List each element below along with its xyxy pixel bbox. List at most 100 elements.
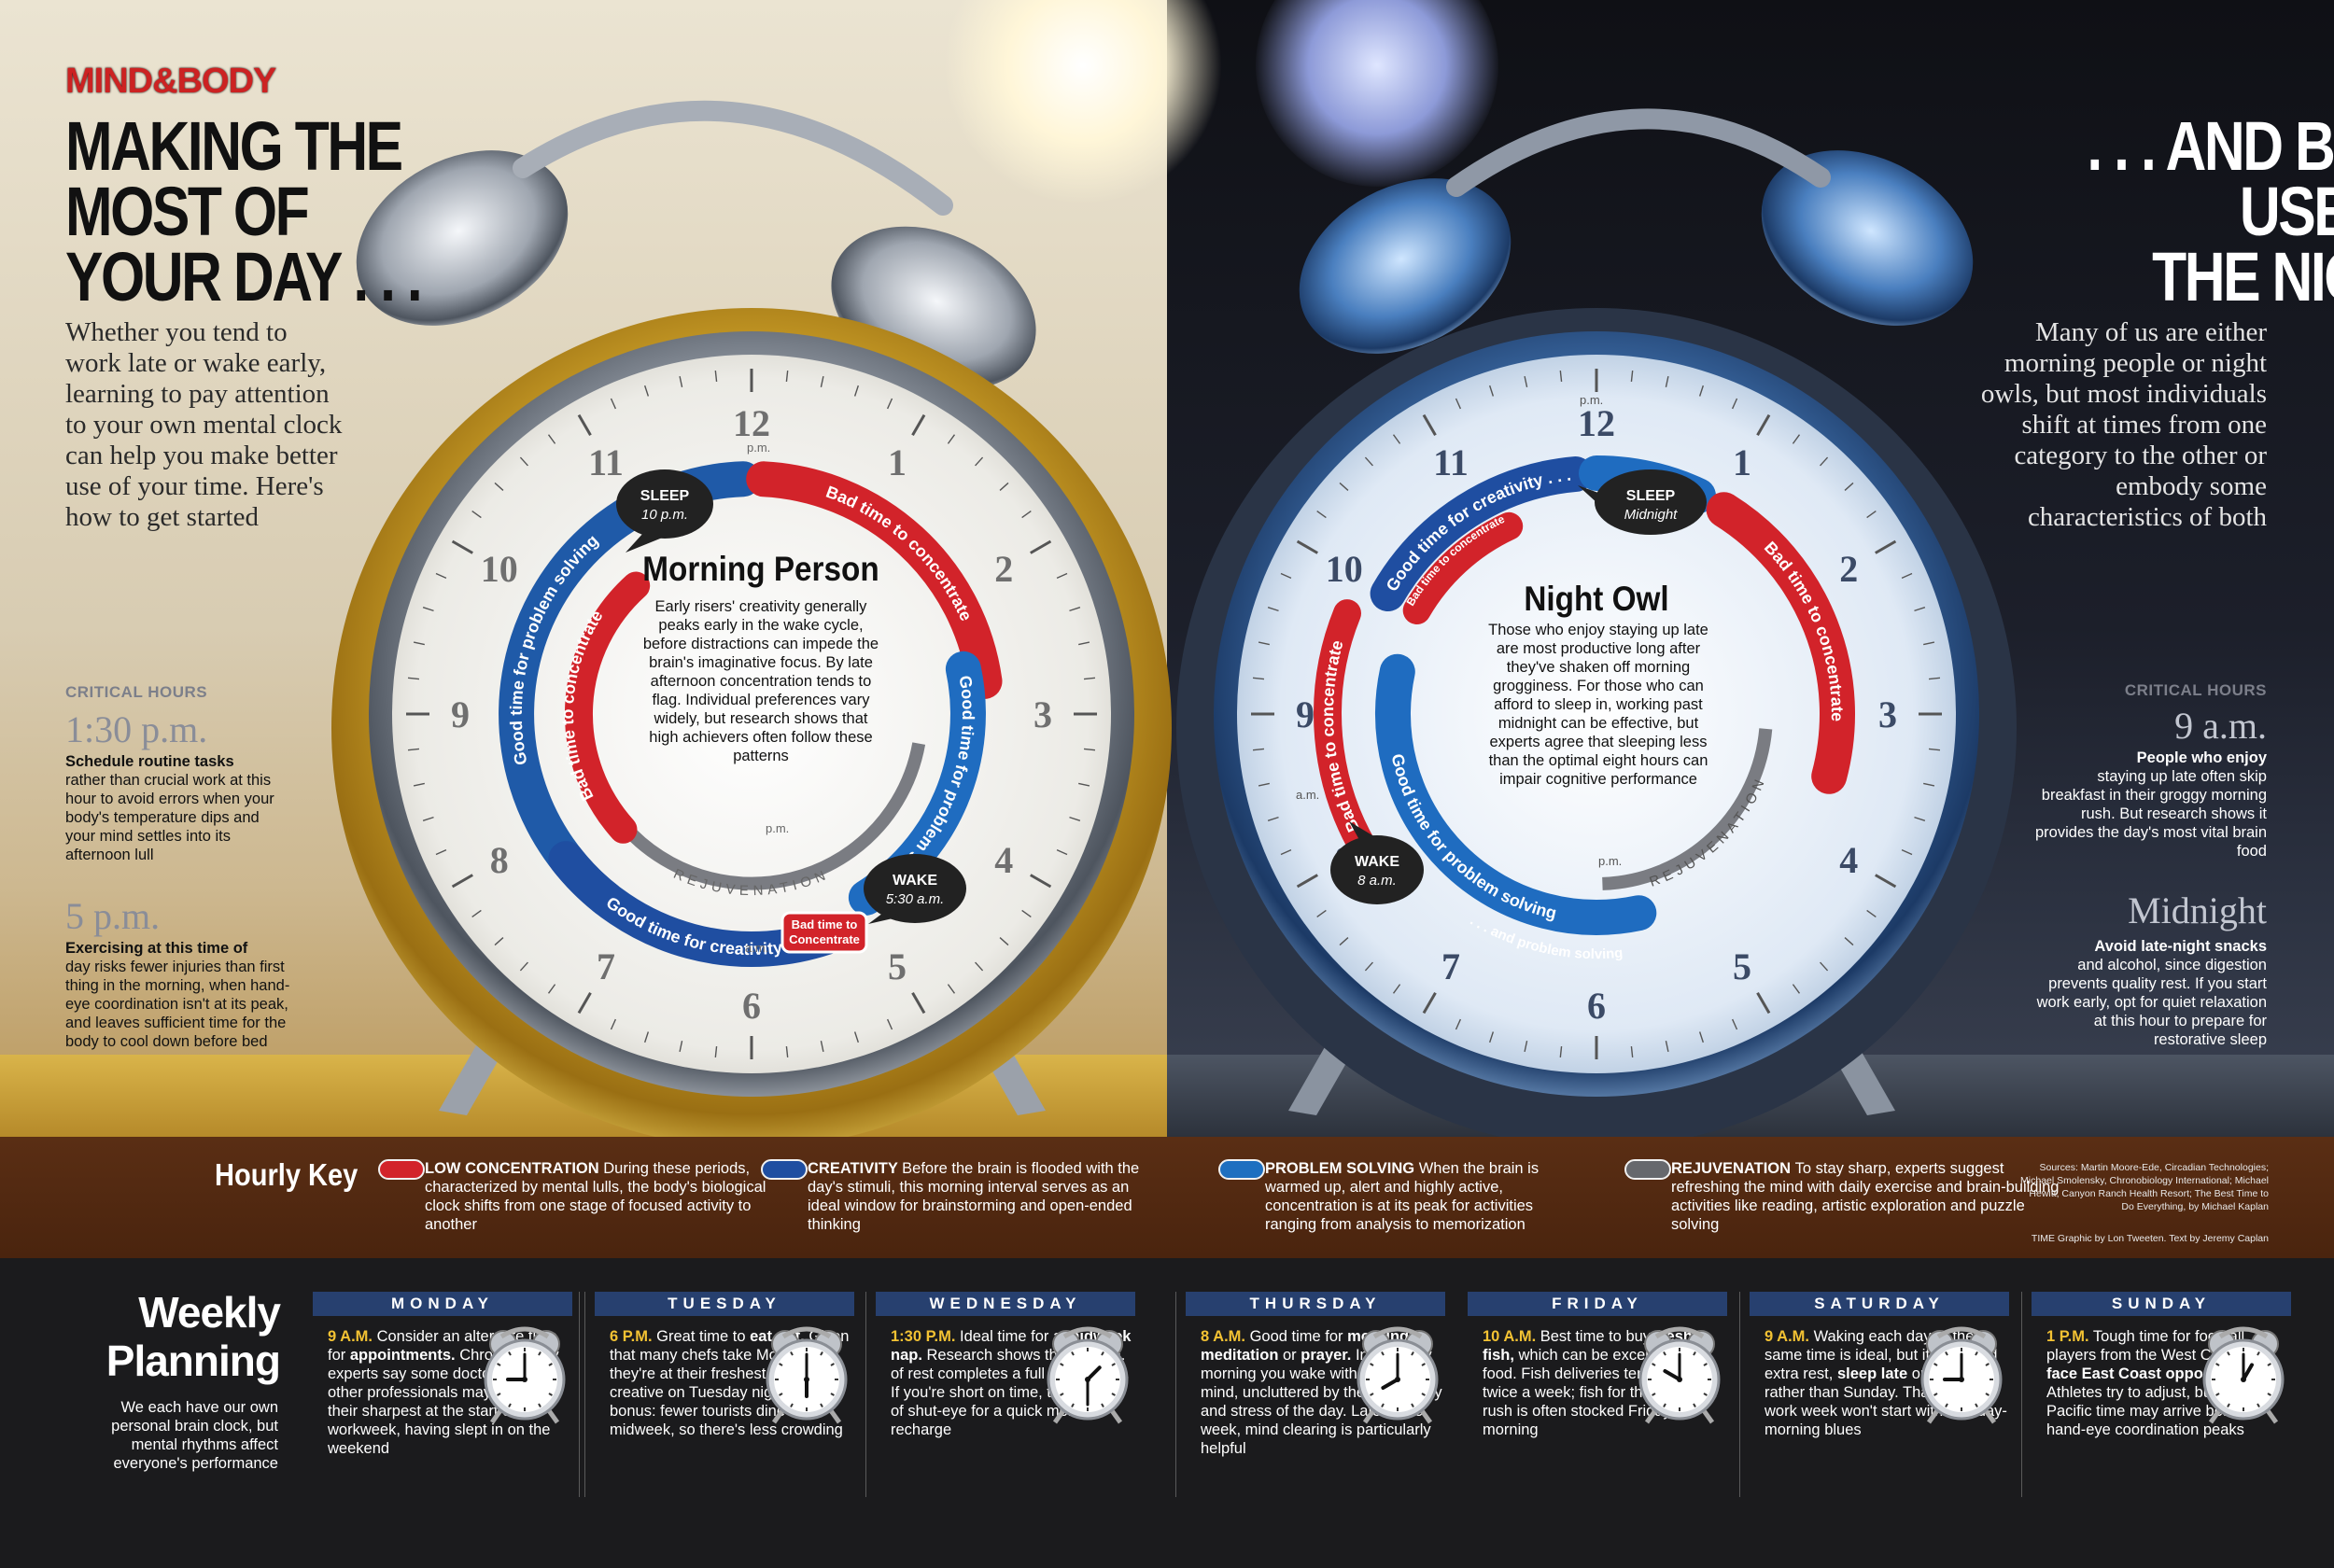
day-header: FRIDAY — [1468, 1292, 1727, 1316]
clock-tick — [1524, 375, 1528, 387]
clock-numeral: 5 — [1733, 945, 1751, 987]
clock-tick — [1866, 909, 1877, 918]
clock-tick — [1792, 434, 1801, 444]
key-item-text: To stay sharp, experts suggest refreshin… — [1671, 1160, 2060, 1233]
clock-tick — [577, 413, 592, 436]
alarm-clock-icon — [1920, 1326, 2003, 1424]
clock-tick — [577, 992, 592, 1015]
clock-tick — [471, 510, 482, 519]
key-item-title: REJUVENATION — [1671, 1160, 1795, 1177]
clock-tick — [1455, 398, 1462, 410]
weekly-planning-title: Weekly Planning — [105, 1288, 281, 1385]
arc-problem-solving-inner — [1375, 653, 1657, 935]
clock-tick — [1267, 816, 1279, 822]
clock-tick — [785, 370, 789, 383]
clock-tick — [547, 984, 556, 994]
clock-tick — [714, 1045, 718, 1058]
alarm-clock-icon — [2202, 1326, 2285, 1424]
clock-tick — [1792, 984, 1801, 994]
clock-numeral: 12 — [1578, 402, 1615, 444]
clock-tick — [1258, 782, 1270, 787]
clock-numeral: 2 — [994, 548, 1013, 590]
clock-tick — [519, 961, 528, 972]
clock-tick — [610, 1018, 617, 1030]
clock-tick — [1488, 385, 1495, 397]
clock-tick — [471, 909, 482, 918]
clock-tick — [820, 1041, 824, 1053]
left-critical-text-1: Schedule routine tasks rather than crucia… — [65, 753, 274, 863]
clock-tick — [610, 398, 617, 410]
day-divider — [2021, 1292, 2022, 1497]
clock-tick — [1756, 413, 1771, 436]
key-item-title: PROBLEM SOLVING — [1265, 1160, 1419, 1177]
clock-numeral: 9 — [451, 693, 470, 735]
clock-tick — [1422, 992, 1437, 1015]
key-item-text: Before the brain is flooded with the day… — [808, 1160, 1140, 1233]
clock-tick — [1844, 482, 1854, 491]
day-divider — [865, 1292, 866, 1497]
clock-tick — [1280, 572, 1292, 580]
day-time: 8 A.M. — [1201, 1328, 1245, 1345]
clock-tick — [1021, 510, 1032, 519]
clock-tick — [1866, 510, 1877, 519]
day-time: 6 P.M. — [610, 1328, 653, 1345]
clock-tick — [1021, 909, 1032, 918]
right-critical-text-1: People who enjoy staying up late often sk… — [2035, 749, 2268, 860]
clock-tick — [413, 641, 425, 646]
morning-person-title: Morning Person — [642, 550, 879, 588]
clock-tick — [886, 1018, 893, 1030]
clock-tick — [1665, 375, 1669, 387]
arc-low-concentration-inner — [564, 571, 651, 844]
alarm-clock-icon — [766, 1326, 848, 1424]
svg-text:10 p.m.: 10 p.m. — [641, 507, 688, 523]
key-item-text: When the brain is warmed up, alert and h… — [1265, 1160, 1540, 1233]
key-swatch — [1218, 1159, 1265, 1180]
clock-numeral: 6 — [1587, 985, 1606, 1027]
clock-tick — [1056, 848, 1068, 856]
svg-text:SLEEP: SLEEP — [640, 488, 690, 504]
pm-marker-morning-top: p.m. — [747, 441, 770, 455]
clock-tick — [947, 434, 956, 444]
alarm-clock-icon — [1638, 1326, 1721, 1424]
clock-tick — [435, 572, 447, 580]
key-item: REJUVENATION To stay sharp, experts sugg… — [1671, 1159, 2063, 1234]
clock-tick — [1078, 782, 1090, 787]
clock-tick — [1252, 677, 1265, 680]
clock-tick — [679, 1041, 683, 1053]
clock-tick — [1875, 874, 1897, 889]
day-time: 1 P.M. — [2046, 1328, 2089, 1345]
clock-tick — [911, 413, 926, 436]
clock-tick — [1844, 937, 1854, 946]
clock-tick — [1339, 482, 1349, 491]
right-headline: . . . AND BESTUSE OFTHE NIGHT — [2087, 107, 2334, 315]
bad-tag-morning-line1: Bad time to — [792, 917, 858, 931]
left-critical-time-1: 1:30 p.m. — [65, 708, 208, 750]
clock-tick — [643, 1031, 650, 1043]
clock-tick — [999, 482, 1009, 491]
clock-tick — [407, 677, 420, 680]
clock-tick — [494, 482, 504, 491]
clock-tick — [519, 456, 528, 467]
arc-low-concentration-outer — [746, 461, 1003, 699]
clock-tick — [1524, 1041, 1528, 1053]
key-swatch — [761, 1159, 808, 1180]
clock-tick — [1559, 1045, 1563, 1058]
clock-tick — [1078, 641, 1090, 646]
arc-low-concentration-small — [1402, 511, 1524, 624]
pm-marker-night-top: p.m. — [1580, 393, 1603, 407]
clock-numeral: 12 — [733, 402, 770, 444]
day-header: THURSDAY — [1186, 1292, 1445, 1316]
right-critical-time-2: Midnight — [2128, 889, 2267, 931]
clock-tick — [451, 874, 473, 889]
alarm-clock-icon — [1047, 1326, 1129, 1424]
svg-text:SLEEP: SLEEP — [1626, 488, 1676, 504]
clock-tick — [886, 398, 893, 410]
clock-tick — [975, 456, 984, 467]
day-divider — [584, 1292, 585, 1497]
night-owl-description: Those who enjoy staying up late are most … — [1488, 622, 1708, 788]
pm-marker-night-bottom: p.m. — [1598, 854, 1622, 868]
clock-numeral: 8 — [490, 839, 509, 881]
left-intro: Whether you tend to work late or wake ea… — [65, 317, 343, 532]
left-headline: MAKING THE MOST OF YOUR DAY . . . — [65, 107, 423, 315]
